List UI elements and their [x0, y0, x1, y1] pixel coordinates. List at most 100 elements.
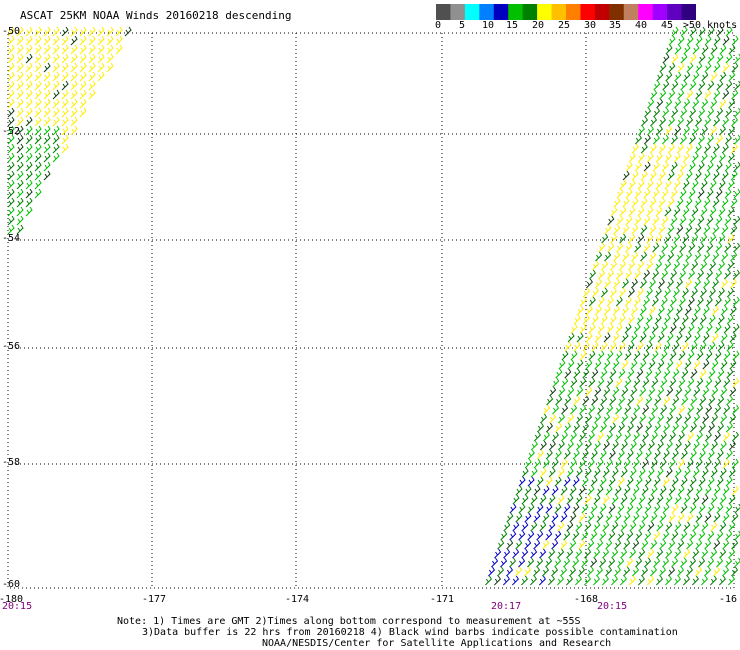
- wind-barb: [731, 539, 739, 550]
- wind-barb: [631, 143, 639, 154]
- wind-barb: [723, 323, 731, 334]
- wind-barb: [724, 215, 732, 226]
- wind-barb: [708, 314, 716, 325]
- wind-barb: [609, 422, 617, 433]
- wind-barb: [509, 530, 517, 541]
- wind-barb: [643, 215, 651, 226]
- wind-barb: [698, 476, 706, 487]
- wind-barb: [699, 368, 707, 379]
- wind-barb: [663, 314, 671, 325]
- wind-barb: [686, 116, 694, 127]
- wind-barb: [724, 161, 732, 172]
- wind-barb: [585, 386, 593, 397]
- wind-barb: [629, 467, 637, 478]
- wind-barb: [581, 449, 589, 460]
- scale-swatch: [508, 4, 524, 20]
- wind-barb: [570, 404, 578, 415]
- wind-barb: [660, 323, 668, 334]
- wind-barb: [730, 251, 738, 262]
- wind-barb: [539, 494, 547, 505]
- wind-barb: [682, 206, 690, 217]
- wind-barb: [669, 296, 677, 307]
- wind-barb: [674, 98, 682, 109]
- wind-barb: [672, 341, 680, 352]
- wind-barb: [715, 269, 723, 280]
- wind-barb: [702, 278, 710, 289]
- wind-barb: [695, 62, 703, 73]
- wind-barb: [628, 152, 636, 163]
- wind-barb: [678, 323, 686, 334]
- wind-barb: [25, 53, 33, 64]
- wind-barb: [658, 143, 666, 154]
- wind-barb: [604, 224, 612, 235]
- wind-barb: [587, 458, 595, 469]
- wind-barb: [733, 134, 740, 145]
- wind-barb: [716, 476, 724, 487]
- wind-barb: [678, 350, 686, 361]
- wind-barb: [7, 179, 15, 190]
- wind-barb: [699, 422, 707, 433]
- wind-barb: [97, 71, 105, 82]
- wind-barb: [666, 359, 674, 370]
- wind-barb: [554, 503, 562, 514]
- wind-barb: [646, 206, 654, 217]
- wind-barb: [624, 323, 632, 334]
- wind-barb: [643, 188, 651, 199]
- scale-swatch: [522, 4, 538, 20]
- wind-barb: [700, 260, 708, 271]
- wind-barb: [657, 413, 665, 424]
- wind-barb: [669, 350, 677, 361]
- wind-barb: [576, 359, 584, 370]
- wind-barb: [631, 224, 639, 235]
- wind-barb: [43, 170, 51, 181]
- wind-barb: [603, 278, 611, 289]
- wind-barb: [530, 494, 538, 505]
- scale-swatch: [623, 4, 639, 20]
- wind-barb: [712, 143, 720, 154]
- wind-barb: [666, 305, 674, 316]
- wind-barb: [729, 413, 737, 424]
- wind-barb: [493, 575, 501, 586]
- wind-barb: [52, 35, 60, 46]
- wind-barb: [731, 566, 739, 577]
- wind-barb: [660, 377, 668, 388]
- wind-barb: [79, 53, 87, 64]
- wind-barb: [551, 566, 559, 577]
- wind-barb: [560, 512, 568, 523]
- wind-barb: [616, 242, 624, 253]
- wind-barb: [664, 575, 672, 586]
- wind-barb: [621, 305, 629, 316]
- wind-barb: [663, 395, 671, 406]
- wind-barb: [70, 44, 78, 55]
- wind-barb: [16, 179, 24, 190]
- wind-barb: [691, 179, 699, 190]
- wind-barb: [656, 71, 664, 82]
- wind-barb: [727, 179, 735, 190]
- wind-barb: [548, 494, 556, 505]
- wind-barb: [710, 44, 718, 55]
- wind-barb: [7, 206, 15, 217]
- wind-barb: [681, 341, 689, 352]
- wind-barb: [645, 341, 653, 352]
- wind-barb: [711, 359, 719, 370]
- wind-barb: [621, 386, 629, 397]
- wind-barb: [16, 80, 24, 91]
- wind-barb: [726, 368, 734, 379]
- wind-barb: [16, 89, 24, 100]
- wind-barb: [693, 305, 701, 316]
- wind-barb: [52, 89, 60, 100]
- wind-barb: [632, 485, 640, 496]
- wind-barb: [701, 71, 709, 82]
- wind-barb: [712, 251, 720, 262]
- wind-barb: [705, 350, 713, 361]
- wind-barb: [524, 539, 532, 550]
- wind-barb: [677, 458, 685, 469]
- wind-barb: [548, 548, 556, 559]
- wind-barb: [542, 539, 550, 550]
- wind-barb: [724, 242, 732, 253]
- wind-barb: [720, 386, 728, 397]
- wind-barb: [728, 98, 736, 109]
- wind-barb: [708, 341, 716, 352]
- wind-barb: [599, 449, 607, 460]
- wind-barb: [613, 224, 621, 235]
